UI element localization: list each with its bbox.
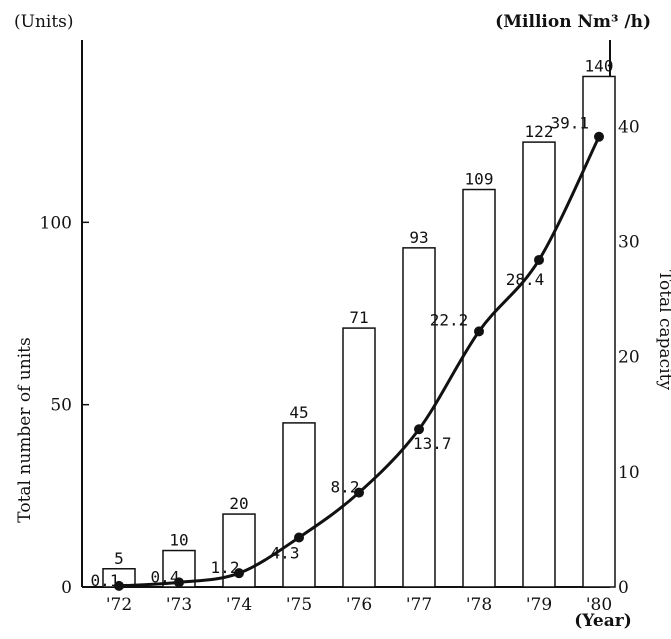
right-axis-title: Total capacity [655, 270, 671, 391]
x-tick-label: '80 [586, 595, 612, 615]
axes-group: 0 50 100 0 10 20 30 40 '72 '73 '74 '75 '76 '77 '78 '79 '… [40, 40, 640, 615]
bar-value-label: 10 [169, 531, 188, 550]
capacity-value-label: 1.2 [211, 558, 240, 577]
capacity-point [534, 254, 544, 265]
right-tick-label: 30 [618, 233, 640, 253]
x-tick-label: '75 [286, 595, 312, 615]
bar-value-label: 122 [525, 122, 554, 141]
capacity-line [118, 136, 601, 588]
x-tick-label: '76 [346, 595, 372, 615]
right-tick-label: 20 [618, 348, 640, 368]
capacity-value-label: 13.7 [413, 434, 452, 453]
bar-value-label: 109 [465, 170, 494, 189]
capacity-value-label: 22.2 [430, 310, 469, 329]
bar-value-label: 140 [585, 56, 614, 75]
right-axis-unit: (Million Nm³ /h) [495, 12, 651, 32]
capacity-point [114, 580, 124, 591]
bar-value-label: 20 [229, 494, 248, 513]
bar-value-label: 5 [114, 549, 124, 568]
bar [582, 75, 616, 588]
x-axis-unit: (Year) [574, 611, 632, 631]
left-axis-unit: (Units) [14, 12, 74, 32]
bar [522, 141, 556, 588]
left-axis-title: Total number of units [15, 337, 35, 522]
capacity-value-label: 28.4 [506, 270, 545, 289]
x-tick-label: '72 [106, 595, 132, 615]
capacity-point [474, 326, 484, 337]
bar [342, 327, 376, 588]
capacity-value-label: 39.1 [550, 114, 589, 133]
bars-group [102, 75, 616, 588]
left-tick-label: 50 [50, 396, 72, 416]
capacity-value-label: 8.2 [331, 478, 360, 497]
x-tick-label: '78 [466, 595, 492, 615]
capacity-value-label: 4.3 [271, 543, 300, 562]
right-tick-label: 40 [618, 117, 640, 137]
bar [462, 188, 496, 588]
bar-value-label: 45 [289, 403, 308, 422]
capacity-point [294, 532, 304, 543]
bar [402, 247, 436, 588]
x-tick-label: '73 [166, 595, 192, 615]
capacity-point [354, 487, 364, 498]
labels-group: 5 10 20 45 71 93 109 122 140 0.1 0.4 1.2 4.3 8.2 13.7 2… [91, 56, 614, 589]
bar [282, 422, 316, 588]
bar-value-label: 93 [409, 228, 428, 247]
right-tick-label: 0 [618, 578, 629, 598]
capacity-value-label: 0.4 [151, 567, 180, 586]
capacity-point [594, 131, 604, 142]
line-group [114, 131, 604, 591]
capacity-value-label: 0.1 [91, 571, 120, 590]
left-tick-label: 0 [61, 578, 72, 598]
bar-value-label: 71 [349, 308, 368, 327]
capacity-point [414, 424, 424, 435]
capacity-point [174, 577, 184, 588]
x-tick-label: '74 [226, 595, 252, 615]
capacity-point [234, 568, 244, 579]
x-tick-label: '79 [526, 595, 552, 615]
left-tick-label: 100 [40, 213, 72, 233]
x-tick-label: '77 [406, 595, 432, 615]
right-tick-label: 10 [618, 463, 640, 483]
